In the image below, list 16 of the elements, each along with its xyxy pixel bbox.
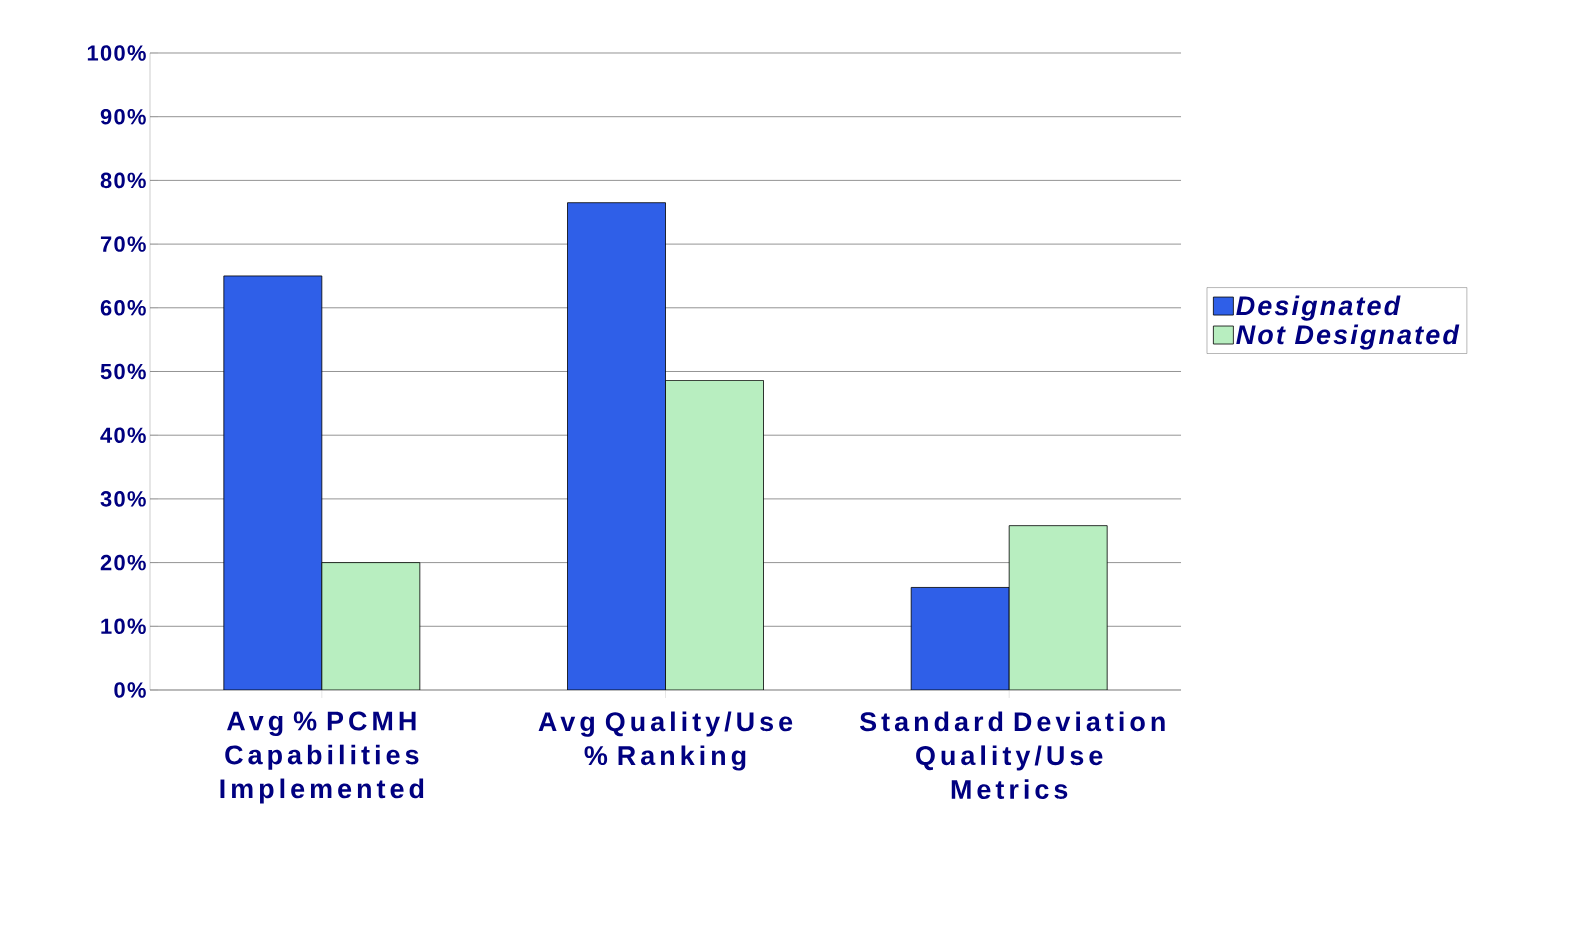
- y-tick-label: 80%: [100, 172, 146, 189]
- legend-label: Designated: [1236, 295, 1401, 321]
- y-tick-label: 100%: [87, 45, 146, 61]
- x-tick-label: Avg Quality/Use % Ranking: [538, 711, 793, 771]
- x-tick-label: Avg % PCMH Capabilities Implemented: [220, 711, 424, 804]
- y-tick-label: 0%: [114, 682, 146, 698]
- legend-label: Not Designated: [1236, 324, 1460, 350]
- y-tick-label: 90%: [100, 108, 146, 125]
- x-tick-label: Standard Deviation Quality/Use Metrics: [859, 711, 1165, 800]
- y-tick-label: 70%: [100, 236, 146, 252]
- y-tick-label: 10%: [101, 618, 146, 635]
- y-tick-label: 20%: [100, 554, 146, 571]
- y-tick-label: 60%: [100, 300, 146, 316]
- y-tick-label: 50%: [100, 363, 146, 380]
- y-tick-label: 30%: [100, 491, 146, 507]
- y-tick-label: 40%: [100, 427, 146, 443]
